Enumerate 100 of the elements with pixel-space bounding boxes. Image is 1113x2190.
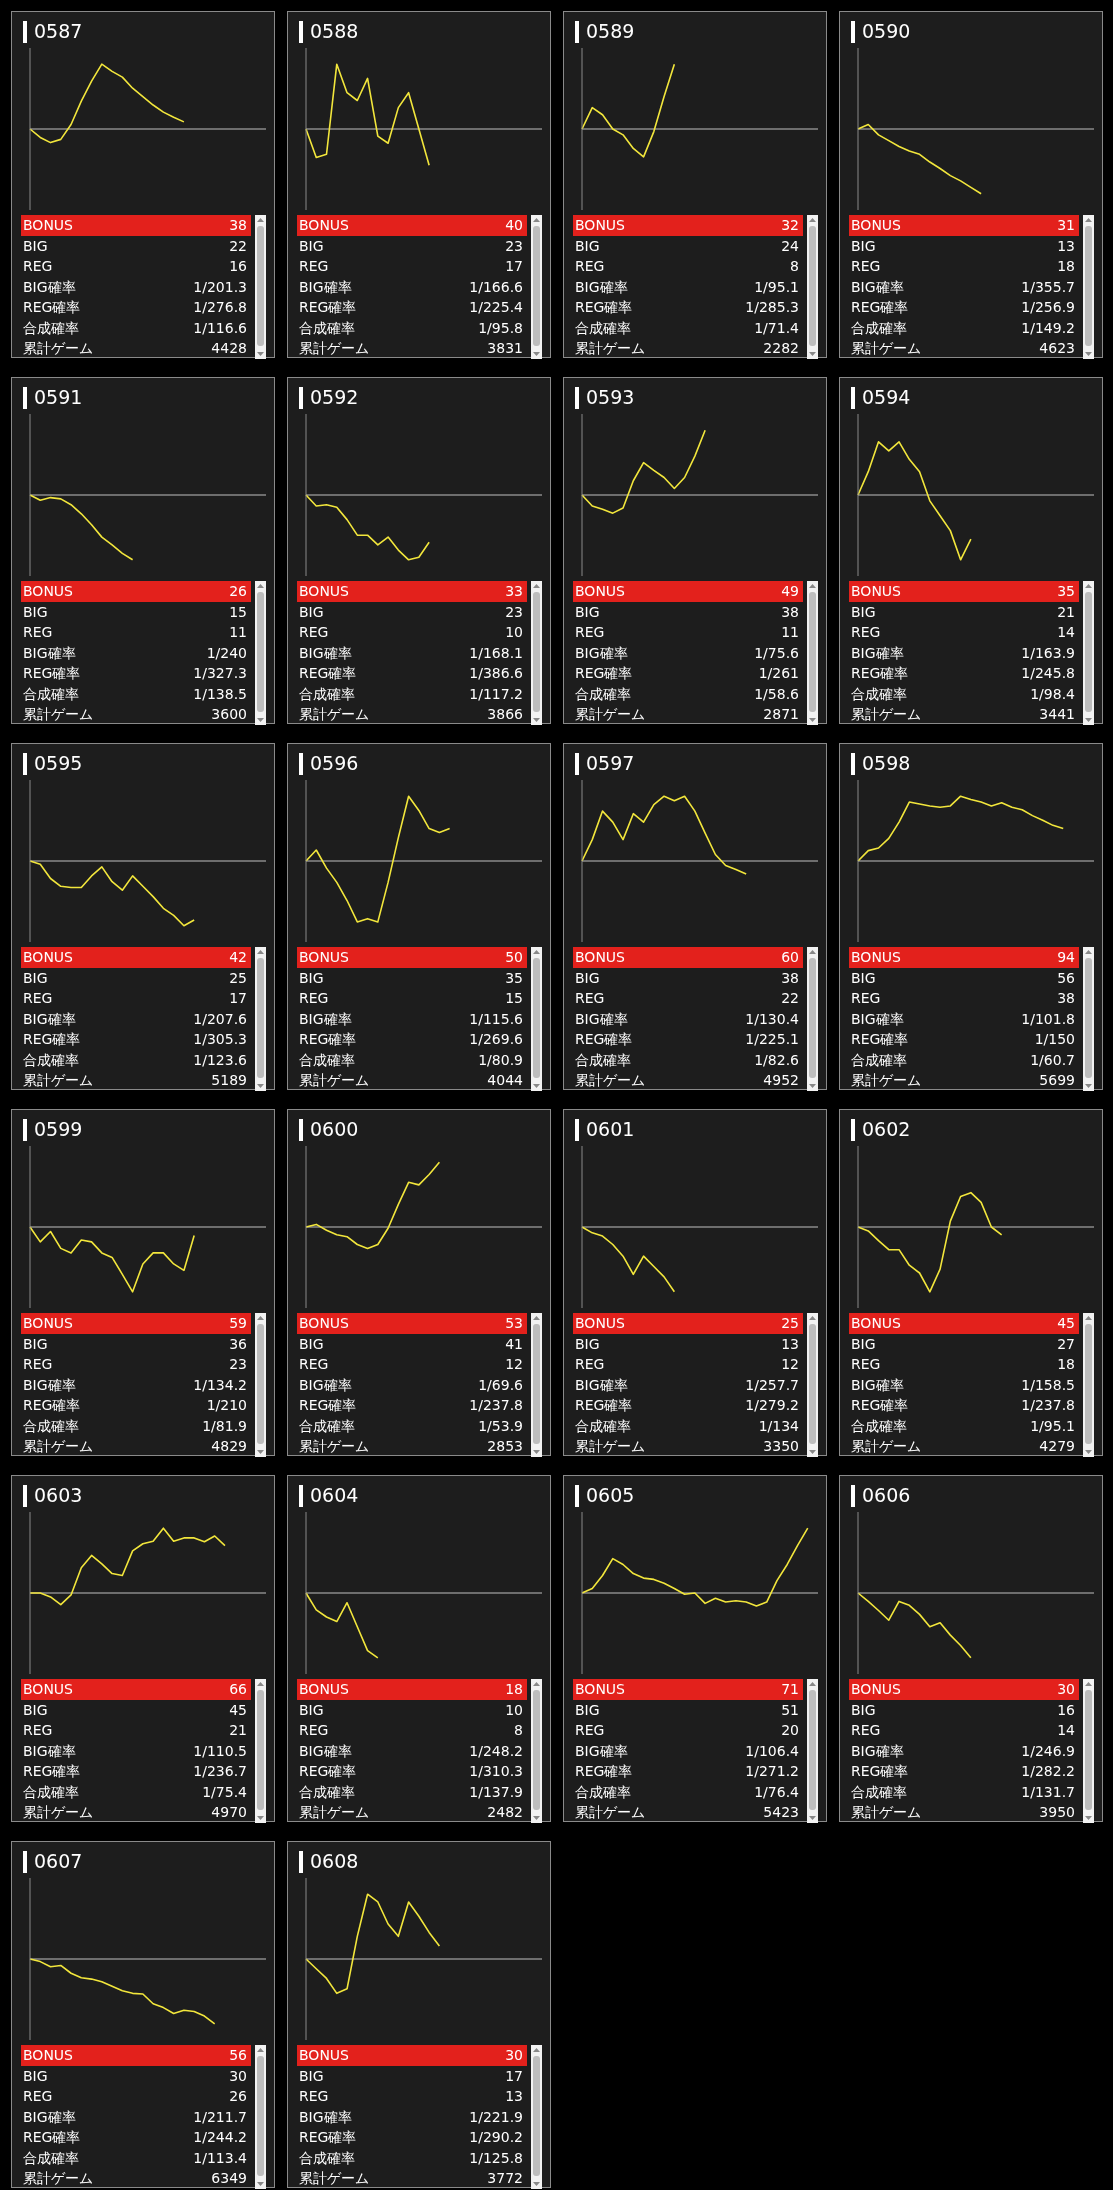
text: BIG確率 [851,277,904,297]
text: BIG確率 [299,1741,352,1761]
text: 1/279.2 [745,1396,799,1415]
text: REG確率 [299,664,357,683]
chart-title: 0590 [862,20,911,42]
text: 1/210 [206,1396,247,1415]
text: 1/201.3 [193,277,247,297]
text: 59 [229,1314,247,1333]
text: 1/285.3 [745,298,799,317]
text: 合成確率 [23,1782,79,1802]
chart-title: 0591 [34,386,83,408]
text: 1/240 [206,643,247,663]
text: 2871 [763,705,799,724]
text: REG確率 [575,1396,633,1415]
text: 1/60.7 [1030,1050,1075,1070]
text: 1/225.4 [469,298,523,317]
text: 1/282.2 [1021,1762,1075,1781]
text: BONUS [23,2046,73,2065]
text: 1/131.7 [1021,1782,1075,1802]
text: 15 [505,989,523,1008]
text: BONUS [299,1314,349,1333]
text: BIG [851,1700,876,1720]
text: 56 [229,2046,247,2065]
text: REG [575,1721,605,1740]
text: 60 [781,948,799,967]
text: 累計ゲーム [575,1803,645,1822]
text: REG [23,257,53,276]
text: 1/166.6 [469,277,523,297]
text: 36 [229,1334,247,1354]
text: REG [575,257,605,276]
text: 23 [505,236,523,256]
text: BIG [575,968,600,988]
text: REG確率 [299,2128,357,2147]
text: 1/163.9 [1021,643,1075,663]
text: 1/53.9 [478,1416,523,1436]
text: 26 [229,582,247,601]
text: 32 [781,216,799,235]
text: BONUS [575,582,625,601]
text: 1/69.6 [478,1375,523,1395]
text: 1/116.6 [193,318,247,338]
text: REG [299,623,329,642]
text: 累計ゲーム [23,2169,93,2188]
text: BONUS [575,1680,625,1699]
chart-title: 0588 [310,20,359,42]
text: BIG [299,236,324,256]
text: 累計ゲーム [851,705,921,724]
text: 1/290.2 [469,2128,523,2147]
text: 1/95.8 [478,318,523,338]
text: 累計ゲーム [575,1071,645,1090]
text: REG確率 [23,1762,81,1781]
text: BONUS [851,582,901,601]
chart-title: 0595 [34,752,83,774]
text: 21 [229,1721,247,1740]
text: 45 [229,1700,247,1720]
text: 8 [790,257,799,276]
text: 38 [1057,989,1075,1008]
text: 1/82.6 [754,1050,799,1070]
text: 累計ゲーム [575,1437,645,1456]
text: 35 [505,968,523,988]
text: 21 [1057,602,1075,622]
text: 30 [229,2066,247,2086]
text: 3772 [487,2169,523,2188]
text: 合成確率 [23,2148,79,2168]
text: 33 [505,582,523,601]
text: 30 [505,2046,523,2065]
text: 51 [781,1700,799,1720]
text: 合成確率 [575,318,631,338]
text: 38 [781,968,799,988]
text: 合成確率 [299,1050,355,1070]
text: 66 [229,1680,247,1699]
text: 1/149.2 [1021,318,1075,338]
text: 合成確率 [575,1050,631,1070]
text: 1/137.9 [469,1782,523,1802]
text: 1/269.6 [469,1030,523,1049]
text: 4623 [1039,339,1075,358]
text: 38 [781,602,799,622]
text: REG [851,1355,881,1374]
text: 1/248.2 [469,1741,523,1761]
text: 40 [505,216,523,235]
text: BONUS [575,1314,625,1333]
text: BONUS [23,948,73,967]
text: 3866 [487,705,523,724]
chart-title: 0601 [586,1118,635,1140]
text: 累計ゲーム [23,1437,93,1456]
text: REG [299,1355,329,1374]
text: BIG確率 [575,643,628,663]
text: 累計ゲーム [299,705,369,724]
text: REG確率 [23,1030,81,1049]
text: 4952 [763,1071,799,1090]
text: 14 [1057,623,1075,642]
text: 1/168.1 [469,643,523,663]
text: 49 [781,582,799,601]
text: 1/271.2 [745,1762,799,1781]
text: REG確率 [851,1396,909,1415]
text: 1/261 [758,664,799,683]
text: 1/134.2 [193,1375,247,1395]
text: 累計ゲーム [299,339,369,358]
text: REG確率 [299,1030,357,1049]
chart-title: 0606 [862,1484,911,1506]
text: 累計ゲーム [299,1071,369,1090]
